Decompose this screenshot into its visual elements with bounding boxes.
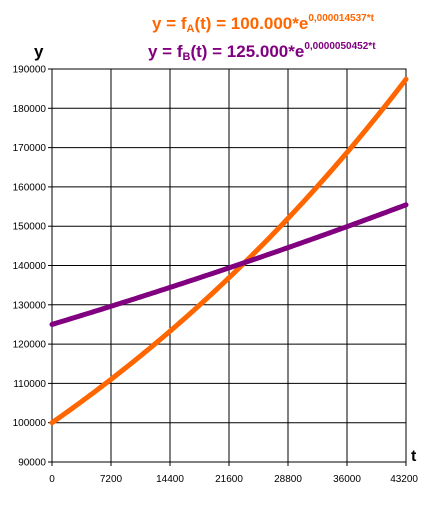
equation-fb-mid: (t) = 125.000*e <box>190 42 305 61</box>
equation-fa-sub: A <box>186 23 195 35</box>
equation-fb-exponent: 0,0000050452*t <box>304 41 376 52</box>
x-axis-label: t <box>411 448 417 465</box>
plot-frame <box>51 68 407 463</box>
y-tick-label: 190000 <box>13 65 47 76</box>
y-tick-label: 110000 <box>13 379 46 390</box>
series-line-fb <box>49 202 409 327</box>
x-tick-label: 7200 <box>100 474 123 485</box>
y-tick-label: 160000 <box>13 182 47 193</box>
y-tick-label: 140000 <box>13 261 47 272</box>
y-tick-label: 130000 <box>13 300 47 311</box>
equation-fa-prefix: y = f <box>152 14 187 33</box>
equation-fb-sub: B <box>182 51 191 63</box>
x-tick-label: 28800 <box>274 474 302 485</box>
y-tick-label: 170000 <box>13 143 47 154</box>
equation-fa-mid: (t) = 100.000*e <box>194 14 309 33</box>
y-axis-label: y <box>34 42 44 61</box>
y-tick-label: 150000 <box>13 222 47 233</box>
y-tick-label: 120000 <box>13 340 47 351</box>
x-tick-label: 0 <box>49 474 55 485</box>
equation-fb: y = fB(t) = 125.000*e0,0000050452*t <box>148 42 376 63</box>
axes <box>48 68 407 466</box>
series-line-fa <box>49 76 409 426</box>
y-tick-label: 90000 <box>18 458 46 469</box>
x-tick-label: 21600 <box>215 474 243 485</box>
tick-labels: 90000 100000 110000 120000 130000 140000 15000… <box>13 65 419 486</box>
equation-fb-prefix: y = f <box>148 42 183 61</box>
y-tick-label: 100000 <box>13 418 47 429</box>
x-tick-label: 43200 <box>390 474 418 485</box>
x-tick-label: 36000 <box>333 474 361 485</box>
equation-fa: y = fA(t) = 100.000*e0,000014537*t <box>152 14 374 35</box>
y-tick-label: 180000 <box>13 104 47 115</box>
equation-fa-exponent: 0,000014537*t <box>308 13 374 24</box>
x-tick-label: 14400 <box>156 474 184 485</box>
series-lines <box>49 76 409 426</box>
